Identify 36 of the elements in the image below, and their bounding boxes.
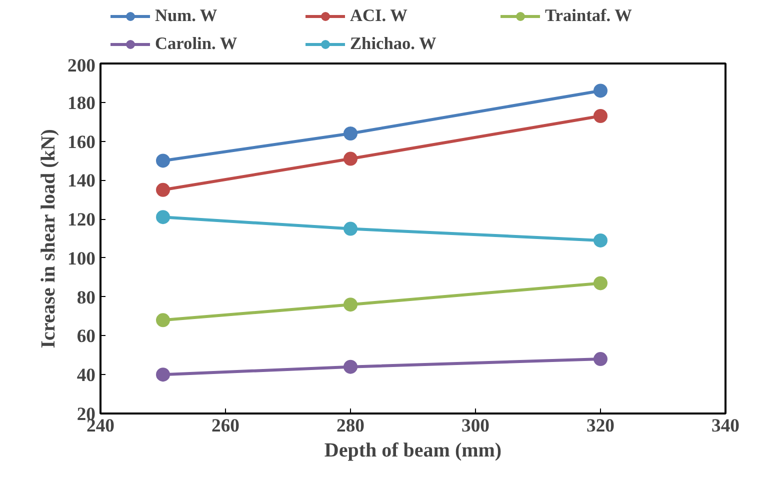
x-axis-title: Depth of beam (mm) [324, 440, 502, 462]
point [594, 352, 608, 366]
x-tick-label: 300 [462, 416, 490, 436]
x-tick-label: 260 [212, 416, 240, 436]
point [156, 368, 170, 382]
point [344, 152, 358, 166]
y-tick-label: 120 [68, 210, 96, 231]
point [594, 276, 608, 290]
point [344, 126, 358, 140]
point [156, 182, 170, 197]
y-axis-title: Icrease in shear load (kN) [38, 129, 60, 348]
y-tick-label: 60 [76, 326, 96, 348]
y-tick-label: 200 [68, 56, 96, 76]
y-tick-label: 140 [68, 170, 96, 192]
point [594, 109, 608, 123]
y-tick-label: 80 [76, 287, 96, 308]
point [344, 222, 358, 236]
legend-label: Num. W [155, 6, 218, 26]
point [156, 154, 170, 168]
y-tick-label: 100 [68, 248, 96, 270]
y-tick-label: 180 [68, 92, 96, 114]
point [156, 313, 170, 328]
legend-label: Zhichao. W [350, 34, 438, 54]
point [594, 84, 608, 98]
x-tick-label: 320 [586, 416, 614, 436]
x-tick-label: 280 [336, 416, 364, 436]
point [344, 298, 358, 312]
point [594, 233, 608, 248]
legend-label: ACI. W [350, 6, 408, 26]
y-tick-label: 40 [76, 365, 96, 386]
point [344, 360, 358, 374]
legend-label: Carolin. W [155, 34, 238, 54]
point [156, 210, 170, 224]
x-tick-label: 340 [712, 416, 740, 436]
legend-label: Traintaf. W [545, 6, 633, 26]
y-tick-label: 160 [68, 132, 96, 153]
